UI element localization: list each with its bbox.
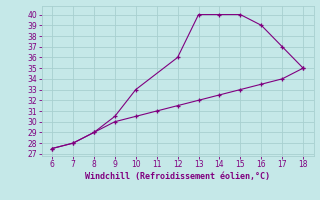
X-axis label: Windchill (Refroidissement éolien,°C): Windchill (Refroidissement éolien,°C) (85, 172, 270, 181)
